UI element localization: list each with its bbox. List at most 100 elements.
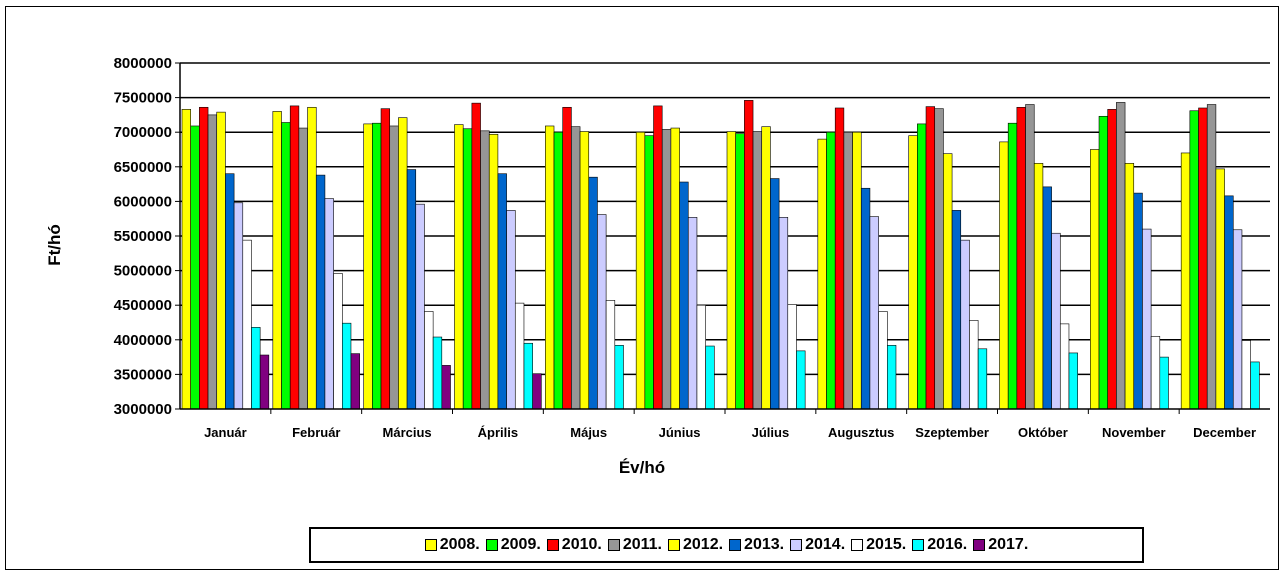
bar bbox=[744, 100, 754, 410]
legend-label: 2013. bbox=[744, 536, 785, 553]
legend-label: 2015. bbox=[866, 536, 907, 553]
bar bbox=[199, 106, 209, 410]
bar bbox=[1033, 163, 1044, 410]
bar bbox=[752, 131, 763, 410]
bar bbox=[1198, 107, 1208, 410]
legend-item: 2011. bbox=[607, 536, 662, 554]
bar bbox=[251, 327, 261, 410]
legend-item: 2013. bbox=[729, 536, 784, 554]
bar bbox=[324, 198, 334, 410]
x-tick-label: December bbox=[1193, 425, 1256, 440]
bar bbox=[307, 106, 317, 410]
bar bbox=[225, 173, 235, 410]
bar bbox=[398, 117, 408, 410]
x-tick-label: November bbox=[1102, 425, 1166, 440]
bar bbox=[1068, 352, 1078, 410]
bar bbox=[216, 111, 226, 410]
bar bbox=[424, 311, 434, 410]
legend-item: 2010. bbox=[546, 536, 602, 554]
legend-item: 2012. bbox=[668, 536, 723, 554]
legend-label: 2008. bbox=[439, 536, 480, 553]
y-tick-label: 8000000 bbox=[114, 55, 172, 72]
bar bbox=[908, 135, 918, 410]
legend-item: 2017. bbox=[973, 536, 1028, 554]
y-tick-label: 3500000 bbox=[114, 366, 172, 383]
bar bbox=[545, 125, 555, 410]
bar bbox=[1051, 232, 1061, 410]
bar bbox=[653, 105, 663, 410]
bar bbox=[341, 322, 352, 410]
bar bbox=[960, 239, 970, 410]
legend-item: 2009. bbox=[485, 536, 541, 554]
bar bbox=[878, 311, 888, 410]
bar bbox=[696, 304, 706, 410]
legend-swatch bbox=[912, 539, 925, 551]
y-tick-label: 5500000 bbox=[114, 228, 172, 245]
bar bbox=[242, 239, 252, 410]
bar bbox=[1016, 106, 1026, 410]
bar bbox=[579, 131, 590, 410]
x-tick-label: Február bbox=[292, 425, 340, 440]
bar bbox=[571, 126, 581, 410]
legend-item: 2014. bbox=[790, 536, 845, 554]
legend-label: 2010. bbox=[561, 536, 602, 553]
bar bbox=[644, 135, 654, 410]
bar bbox=[1241, 340, 1251, 410]
x-tick-label: Április bbox=[478, 425, 518, 440]
y-tick-label: 6500000 bbox=[114, 159, 172, 176]
bar bbox=[614, 345, 624, 410]
bar bbox=[796, 350, 806, 410]
bar bbox=[233, 202, 244, 410]
bar bbox=[207, 114, 218, 410]
bar bbox=[315, 174, 326, 410]
bar bbox=[999, 141, 1009, 410]
x-tick-label: Június bbox=[659, 425, 701, 440]
legend-label: 2017. bbox=[988, 536, 1029, 553]
bar bbox=[679, 181, 689, 410]
bar bbox=[661, 129, 672, 410]
bar bbox=[969, 320, 979, 410]
legend-swatch bbox=[668, 539, 680, 551]
y-axis-title: Ft/hó bbox=[45, 224, 64, 266]
legend-item: 2016. bbox=[912, 536, 967, 554]
bar bbox=[1215, 168, 1225, 410]
bar bbox=[886, 345, 897, 410]
legend-swatch bbox=[485, 539, 498, 551]
bar bbox=[726, 131, 736, 410]
legend-swatch bbox=[790, 539, 803, 551]
y-tick-label: 7000000 bbox=[114, 124, 172, 141]
bar bbox=[778, 217, 789, 410]
x-tick-label: Január bbox=[204, 425, 247, 440]
bar bbox=[363, 123, 373, 410]
legend-label: 2016. bbox=[927, 536, 968, 553]
bar bbox=[834, 107, 845, 410]
y-tick-label: 4500000 bbox=[114, 297, 172, 314]
bar bbox=[1042, 186, 1052, 410]
y-tick-label: 4000000 bbox=[114, 332, 172, 349]
bar bbox=[917, 123, 927, 410]
bar bbox=[372, 122, 382, 410]
x-tick-label: Március bbox=[383, 425, 432, 440]
bar bbox=[869, 216, 879, 410]
bar bbox=[1133, 192, 1143, 410]
bar bbox=[1124, 163, 1135, 410]
bar bbox=[289, 105, 300, 410]
bar bbox=[1107, 109, 1117, 410]
bar bbox=[532, 373, 542, 410]
bar bbox=[1059, 323, 1070, 410]
bar bbox=[441, 365, 451, 410]
bar bbox=[687, 217, 698, 410]
legend-swatch bbox=[546, 539, 559, 551]
bar bbox=[597, 214, 607, 410]
bar bbox=[826, 131, 836, 410]
legend-swatch bbox=[729, 539, 742, 551]
bar bbox=[852, 131, 862, 410]
bar-chart: 8000000 7500000 7000000 6500000 6000000 55000… bbox=[45, 55, 1270, 477]
bar bbox=[1142, 228, 1152, 410]
bar bbox=[562, 106, 572, 410]
bar bbox=[705, 345, 715, 410]
y-tick-label: 6000000 bbox=[114, 193, 172, 210]
x-tick-label: Május bbox=[570, 425, 607, 440]
x-tick-label: Október bbox=[1018, 425, 1068, 440]
bar bbox=[480, 130, 490, 410]
